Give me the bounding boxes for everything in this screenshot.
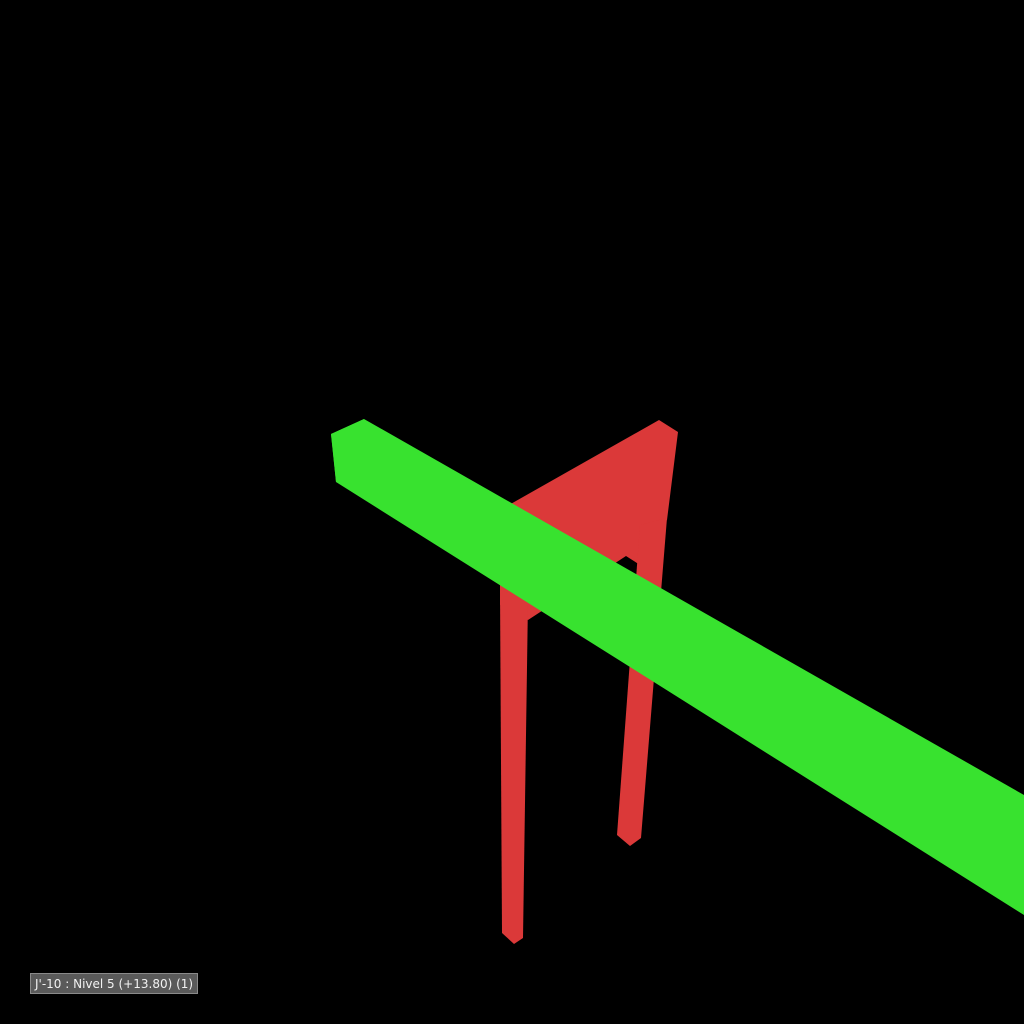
red-frame-object[interactable] [500,420,678,944]
green-beam-body[interactable] [331,419,1024,915]
status-label: J'-10 : Nivel 5 (+13.80) (1) [30,973,199,994]
red-frame-left-leg[interactable] [500,590,528,944]
green-beam-object[interactable] [331,419,1024,915]
